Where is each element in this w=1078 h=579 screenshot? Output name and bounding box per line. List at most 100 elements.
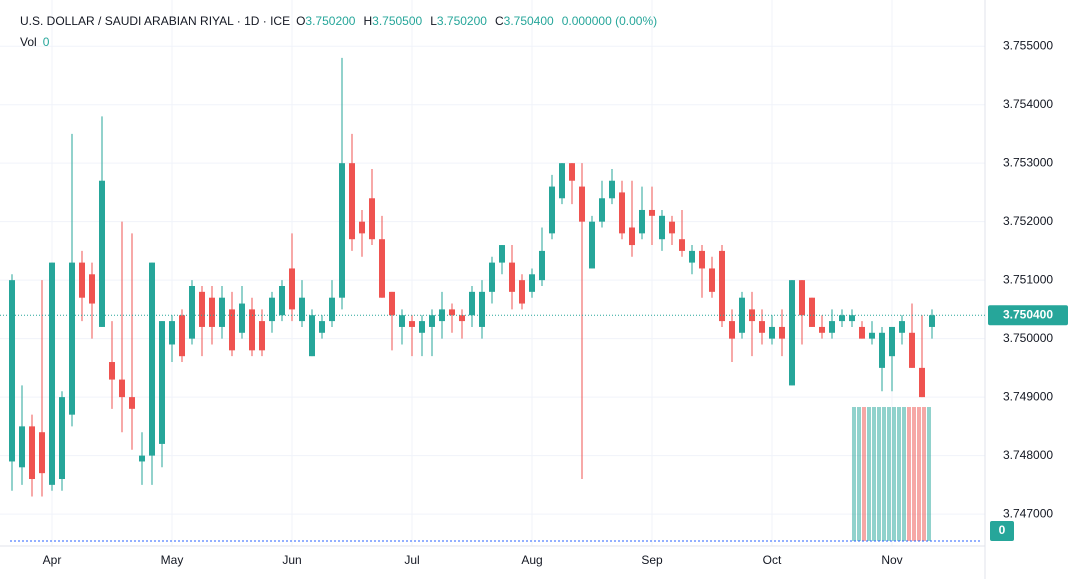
candle-body bbox=[309, 315, 315, 357]
candle-body bbox=[629, 227, 635, 246]
volume-bar bbox=[927, 407, 931, 541]
candle-body bbox=[639, 209, 645, 234]
candle-body bbox=[279, 285, 285, 316]
last-price-label: 3.750400 bbox=[1003, 307, 1053, 321]
candle-body bbox=[19, 426, 25, 468]
candle-body bbox=[289, 268, 295, 310]
candle-body bbox=[399, 315, 405, 327]
candle-body bbox=[509, 262, 515, 292]
volume-bar bbox=[922, 407, 926, 541]
volume-legend: Vol 0 bbox=[20, 35, 50, 49]
candle-body bbox=[829, 321, 835, 333]
candle-body bbox=[669, 221, 675, 234]
x-tick-label: Aug bbox=[521, 553, 542, 567]
candle-body bbox=[529, 274, 535, 292]
volume-bar bbox=[852, 407, 856, 541]
candle-body bbox=[929, 315, 935, 327]
candle-body bbox=[719, 250, 725, 322]
x-tick-label: Sep bbox=[641, 553, 663, 567]
candle-body bbox=[419, 321, 425, 333]
candle-body bbox=[799, 280, 805, 316]
volume-bar bbox=[862, 407, 866, 541]
volume-bar bbox=[902, 407, 906, 541]
y-tick-label: 3.754000 bbox=[1003, 97, 1053, 111]
field-label: L bbox=[430, 14, 437, 28]
field-value: 3.750500 bbox=[372, 14, 422, 28]
x-tick-label: Jul bbox=[404, 553, 419, 567]
candle-body bbox=[189, 285, 195, 339]
symbol: U.S. DOLLAR / SAUDI ARABIAN RIYAL · 1D ·… bbox=[20, 14, 290, 28]
candle-body bbox=[499, 245, 505, 263]
candle-body bbox=[809, 297, 815, 327]
candle-body bbox=[319, 321, 325, 333]
volume-bar bbox=[917, 407, 921, 541]
candle-body bbox=[49, 262, 55, 485]
last-price-tag bbox=[988, 305, 1068, 326]
candle-body bbox=[569, 163, 575, 181]
candle-body bbox=[69, 262, 75, 415]
candle-body bbox=[299, 297, 305, 322]
y-tick-label: 3.748000 bbox=[1003, 448, 1053, 462]
candle-body bbox=[329, 297, 335, 322]
candle-body bbox=[889, 326, 895, 357]
candle-body bbox=[229, 309, 235, 351]
candle-body bbox=[429, 315, 435, 327]
volume-tag bbox=[990, 521, 1014, 541]
candle-body bbox=[539, 250, 545, 281]
candle-body bbox=[39, 432, 45, 474]
volume-bar bbox=[892, 407, 896, 541]
candles bbox=[9, 57, 935, 497]
candle-body bbox=[849, 315, 855, 322]
candle-body bbox=[549, 186, 555, 234]
candle-body bbox=[759, 321, 765, 333]
candle-body bbox=[9, 280, 15, 462]
candle-body bbox=[469, 291, 475, 316]
candle-body bbox=[709, 268, 715, 292]
candle-body bbox=[589, 221, 595, 269]
candle-body bbox=[879, 332, 885, 368]
candle-body bbox=[839, 315, 845, 322]
x-tick-label: Jun bbox=[282, 553, 301, 567]
candle-body bbox=[149, 262, 155, 456]
candle-body bbox=[479, 291, 485, 327]
field-label: O bbox=[296, 14, 305, 28]
candle-body bbox=[249, 309, 255, 351]
candle-body bbox=[169, 321, 175, 345]
candle-body bbox=[449, 309, 455, 316]
candle-body bbox=[359, 221, 365, 234]
candle-body bbox=[389, 291, 395, 316]
change: 0.000000 (0.00%) bbox=[562, 14, 657, 28]
y-tick-label: 3.750000 bbox=[1003, 331, 1053, 345]
candle-body bbox=[349, 163, 355, 240]
x-tick-label: May bbox=[161, 553, 184, 567]
candle-body bbox=[59, 397, 65, 480]
candle-body bbox=[899, 321, 905, 333]
volume-bar bbox=[867, 407, 871, 541]
candle-body bbox=[869, 332, 875, 339]
field-label: H bbox=[363, 14, 372, 28]
y-tick-label: 3.747000 bbox=[1003, 506, 1053, 520]
x-tick-label: Nov bbox=[881, 553, 902, 567]
candle-body bbox=[619, 192, 625, 234]
candle-body bbox=[369, 198, 375, 240]
field-value: 3.750200 bbox=[437, 14, 487, 28]
volume-label: Vol bbox=[20, 35, 37, 49]
volume-bar bbox=[897, 407, 901, 541]
candle-body bbox=[609, 180, 615, 199]
candle-body bbox=[339, 163, 345, 298]
y-tick-label: 3.751000 bbox=[1003, 272, 1053, 286]
candle-body bbox=[649, 209, 655, 216]
y-tick-label: 3.753000 bbox=[1003, 155, 1053, 169]
legend-symbol: U.S. DOLLAR / SAUDI ARABIAN RIYAL · 1D ·… bbox=[20, 14, 657, 28]
volume-bars bbox=[852, 407, 931, 541]
candle-body bbox=[79, 262, 85, 298]
candle-body bbox=[129, 397, 135, 409]
candle-body bbox=[99, 180, 105, 327]
candle-body bbox=[459, 315, 465, 322]
candle-body bbox=[579, 186, 585, 222]
volume-tag-label: 0 bbox=[999, 523, 1006, 537]
candle-body bbox=[209, 297, 215, 327]
field-value: 3.750200 bbox=[305, 14, 355, 28]
candle-body bbox=[409, 321, 415, 327]
